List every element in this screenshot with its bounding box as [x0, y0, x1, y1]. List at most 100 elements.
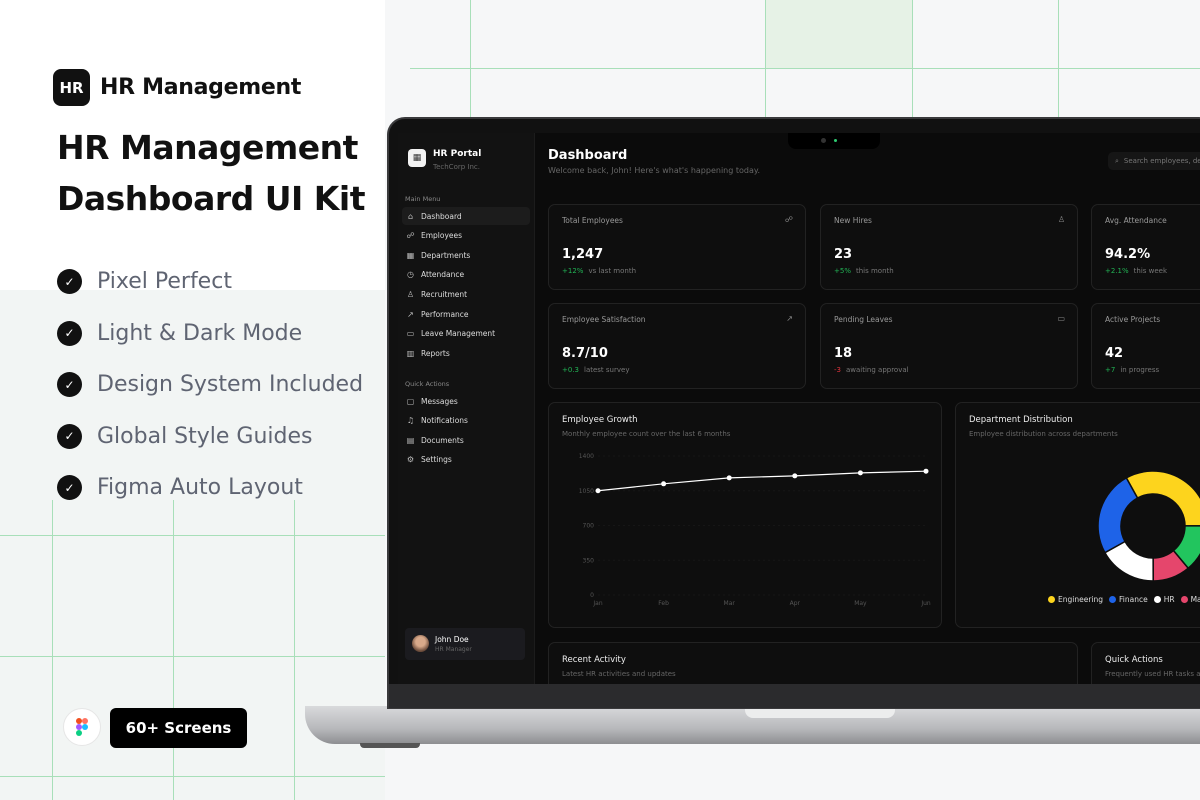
sidebar-item-dashboard[interactable]: ⌂ Dashboard — [402, 207, 530, 225]
check-circle-icon: ✓ — [57, 320, 82, 346]
y-tick-label: 700 — [583, 523, 595, 530]
sidebar: ▦ HR Portal TechCorp Inc. Main Menu ⌂ Das… — [398, 133, 535, 684]
trending-up-icon: ↗ — [407, 309, 414, 319]
sidebar-item-reports[interactable]: ▥ Reports — [402, 344, 530, 362]
stat-label: Employee Satisfaction — [562, 315, 646, 324]
sidebar-item-notifications[interactable]: ♫ Notifications — [402, 412, 530, 430]
stat-card-active-projects: Active Projects 42 +7 in progress — [1091, 303, 1200, 389]
stat-card-pending-leaves: Pending Leaves ▭ 18 -3 awaiting approval — [820, 303, 1078, 389]
recent-activity-card: Recent Activity Latest HR activities and… — [548, 642, 1078, 684]
document-icon: ▤ — [406, 435, 415, 445]
feature-item: ✓ Light & Dark Mode — [57, 308, 363, 360]
donut-slice-engineering — [1125, 470, 1200, 527]
stat-value: 94.2% — [1105, 247, 1151, 262]
card-title: Recent Activity — [562, 655, 626, 665]
data-point — [792, 473, 798, 479]
x-tick-label: Apr — [790, 600, 801, 607]
data-point — [595, 488, 601, 494]
home-icon: ⌂ — [407, 211, 414, 221]
feature-list: ✓ Pixel Perfect ✓ Light & Dark Mode ✓ Design … — [57, 256, 363, 514]
sidebar-item-documents[interactable]: ▤ Documents — [402, 431, 530, 449]
sidebar-item-employees[interactable]: ☍ Employees — [402, 227, 530, 245]
stat-change: +2.1% this week — [1105, 267, 1167, 275]
company-name: TechCorp Inc. — [433, 163, 480, 171]
x-tick-label: Feb — [658, 600, 669, 607]
sidebar-item-label: Reports — [421, 348, 450, 358]
feature-label: Pixel Perfect — [97, 269, 232, 295]
page-title: Dashboard — [548, 148, 628, 163]
building-icon: ▦ — [406, 250, 415, 260]
stat-change: +5% this month — [834, 267, 894, 275]
grid-line — [912, 0, 913, 120]
stat-value: 42 — [1105, 346, 1124, 361]
search-icon: ⌕ — [1115, 156, 1119, 165]
stat-change-value: +12% — [562, 267, 584, 275]
stat-change-note: awaiting approval — [845, 366, 909, 374]
search-input[interactable]: ⌕ Search employees, departments... — [1108, 152, 1200, 170]
sidebar-item-label: Settings — [421, 455, 452, 465]
grid-line — [0, 535, 385, 536]
feature-label: Design System Included — [97, 372, 364, 398]
users-icon: ☍ — [784, 215, 793, 224]
brand: HR HR Management — [53, 69, 301, 106]
sidebar-item-recruitment[interactable]: ♙ Recruitment — [402, 285, 530, 303]
sidebar-item-performance[interactable]: ↗ Performance — [402, 305, 530, 323]
y-tick-label: 1050 — [579, 488, 594, 495]
stat-change-value: +5% — [834, 267, 851, 275]
legend-item: Marketing — [1180, 595, 1200, 604]
sidebar-item-attendance[interactable]: ◷ Attendance — [402, 266, 530, 284]
y-tick-label: 0 — [590, 592, 594, 599]
search-placeholder: Search employees, departments... — [1123, 157, 1200, 165]
stat-label: Pending Leaves — [834, 315, 893, 324]
x-tick-label: Mar — [724, 600, 736, 607]
bar-chart-icon: ▥ — [406, 348, 415, 358]
trending-up-icon: ↗ — [786, 314, 793, 323]
sidebar-item-leave-management[interactable]: ▭ Leave Management — [402, 325, 530, 343]
stat-value: 23 — [834, 247, 853, 262]
sidebar-item-messages[interactable]: ▢ Messages — [402, 392, 530, 410]
employee-growth-chart: 0 350 700 1050 1400 Jan Feb Mar Apr May Jun — [579, 453, 931, 607]
legend-label: Engineering — [1058, 595, 1103, 604]
sidebar-item-settings[interactable]: ⚙ Settings — [402, 451, 530, 469]
y-tick-label: 350 — [583, 557, 595, 564]
sidebar-item-departments[interactable]: ▦ Departments — [402, 246, 530, 264]
stat-change-value: +2.1% — [1105, 267, 1129, 275]
stat-change: +0.3 latest survey — [562, 366, 629, 374]
donut-slice-finance — [1097, 476, 1139, 554]
x-tick-label: May — [854, 600, 867, 607]
gear-icon: ⚙ — [406, 455, 415, 465]
legend-item: Finance — [1109, 595, 1148, 604]
stat-change-value: +0.3 — [562, 366, 579, 374]
laptop-chin — [389, 684, 1200, 708]
check-circle-icon: ✓ — [57, 269, 82, 295]
avatar — [412, 635, 429, 652]
legend-swatch — [1048, 596, 1055, 603]
stat-card-new-hires: New Hires ♙ 23 +5% this month — [820, 204, 1078, 290]
stat-label: Total Employees — [562, 216, 623, 225]
legend-swatch — [1180, 596, 1188, 603]
building-icon: ▦ — [408, 149, 426, 167]
sidebar-item-label: Documents — [421, 435, 464, 445]
stat-label: Avg. Attendance — [1105, 216, 1167, 225]
grid-line — [173, 500, 174, 800]
user-profile[interactable]: John Doe HR Manager — [405, 628, 525, 660]
hero-panel — [0, 0, 385, 290]
user-plus-icon: ♙ — [1057, 215, 1065, 224]
page-subtitle: Welcome back, John! Here's what's happen… — [548, 166, 761, 175]
stat-value: 8.7/10 — [562, 346, 608, 361]
stat-change-note: this month — [855, 267, 894, 275]
laptop-base-notch — [745, 706, 895, 718]
stat-value: 18 — [834, 346, 853, 361]
card-subtitle: Employee distribution across departments — [969, 430, 1118, 438]
stat-change-value: +7 — [1105, 366, 1116, 374]
sidebar-item-label: Leave Management — [421, 329, 496, 339]
data-point — [857, 470, 863, 476]
main-menu-label: Main Menu — [405, 195, 441, 203]
sidebar-item-label: Messages — [421, 396, 458, 406]
stat-change-note: latest survey — [584, 366, 630, 374]
grid-line — [765, 0, 766, 120]
screens-badge: 60+ Screens — [110, 708, 247, 748]
users-icon: ☍ — [406, 231, 415, 241]
grid-cell-highlight — [766, 0, 912, 68]
grid-line — [0, 776, 385, 777]
